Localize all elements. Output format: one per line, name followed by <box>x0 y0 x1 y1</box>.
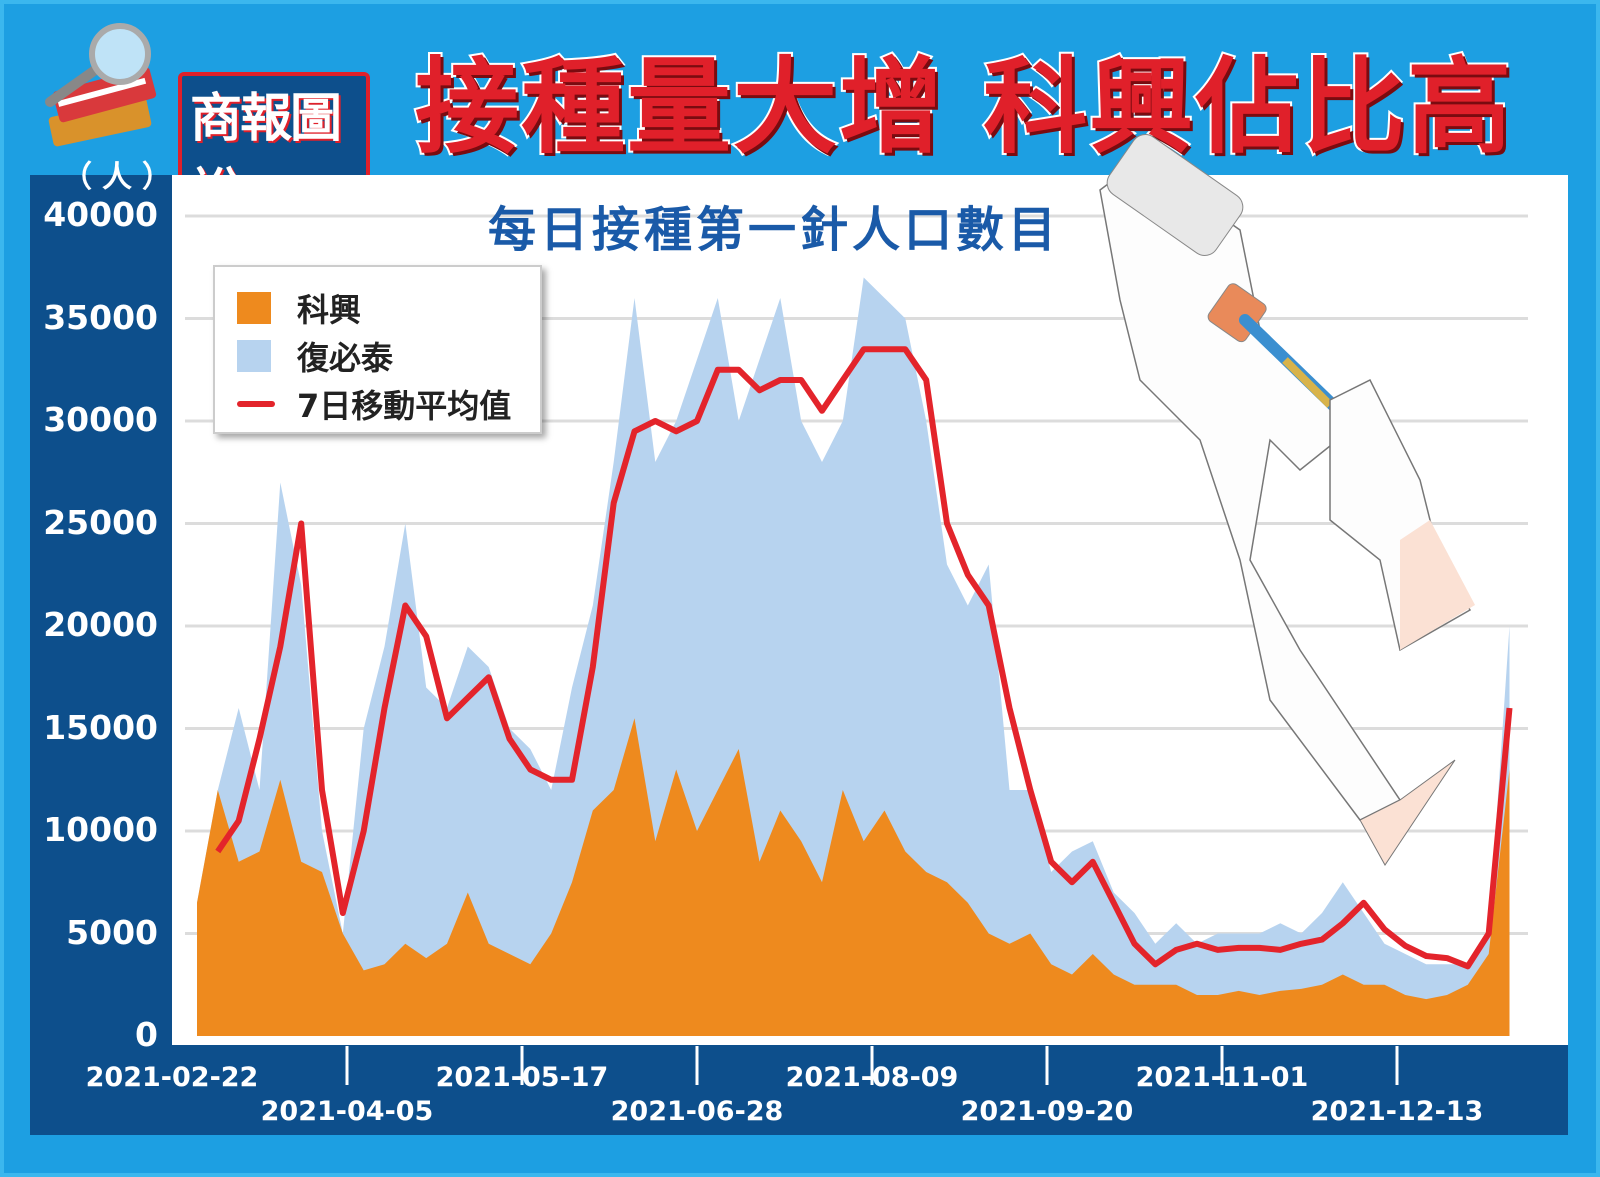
y-axis-unit: （人） <box>62 160 182 195</box>
y-tick-label: 15000 <box>43 707 158 747</box>
y-axis-panel <box>30 175 172 1135</box>
y-tick-label: 35000 <box>43 297 158 337</box>
legend-item-sinovac: 科興 <box>237 285 361 331</box>
books-magnifier-icon <box>45 23 157 147</box>
headline: 接種量大增 科興佔比高 <box>413 44 1514 170</box>
legend-label: 科興 <box>297 291 362 329</box>
area-biontech <box>197 277 1510 1036</box>
legend-swatch-line <box>237 401 275 407</box>
line-moving-average <box>215 346 1513 970</box>
x-tick-label: 2021-02-22 <box>85 1062 259 1093</box>
y-tick-label: 20000 <box>43 605 158 644</box>
y-tick-label: 5000 <box>66 912 158 952</box>
legend-label: 7日移動平均值 <box>297 387 512 425</box>
x-tick-label: 2021-06-28 <box>610 1096 784 1127</box>
y-tick-label: 10000 <box>43 810 158 849</box>
x-tick-label: 2021-12-13 <box>1310 1096 1484 1127</box>
legend-swatch-biontech <box>237 340 271 372</box>
y-tick-label: 30000 <box>43 400 158 439</box>
legend: 科興 復必泰 7日移動平均值 <box>213 265 542 434</box>
area-sinovac <box>197 718 1510 1036</box>
legend-item-moving-average: 7日移動平均值 <box>237 381 511 427</box>
legend-swatch-sinovac <box>237 292 271 324</box>
y-tick-label: 0 <box>135 1015 158 1054</box>
y-tick-label: 25000 <box>43 502 158 542</box>
chart-title: 每日接種第一針人口數目 <box>488 202 1061 258</box>
y-tick-label: 40000 <box>43 195 158 234</box>
x-tick-label: 2021-04-05 <box>260 1096 434 1127</box>
x-axis-panel <box>30 1045 1568 1135</box>
x-tick-label: 2021-09-20 <box>960 1096 1134 1127</box>
legend-item-biontech: 復必泰 <box>237 333 393 379</box>
glove-syringe-illustration <box>1099 134 1475 866</box>
legend-label: 復必泰 <box>297 339 394 377</box>
